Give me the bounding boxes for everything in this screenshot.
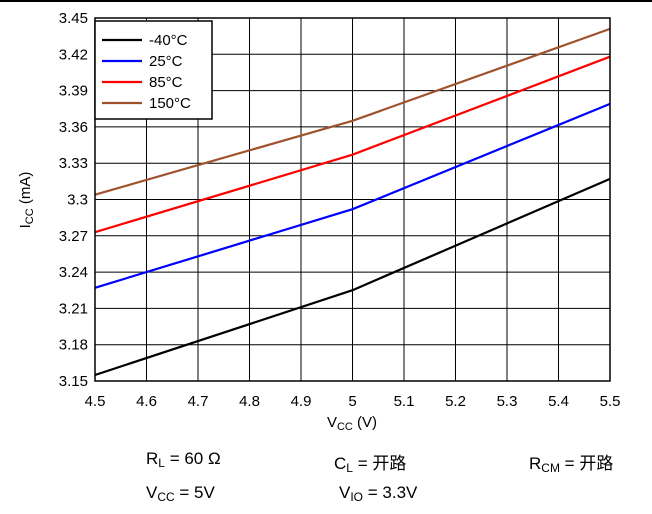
y-tick-label: 3.42 bbox=[59, 46, 88, 63]
x-tick-label: 5.2 bbox=[445, 393, 466, 410]
y-tick-label: 3.45 bbox=[59, 10, 88, 27]
condition-rcm: RCM = 开路 bbox=[529, 454, 614, 475]
y-tick-label: 3.33 bbox=[59, 155, 88, 172]
x-tick-label: 5.1 bbox=[394, 393, 415, 410]
legend-label: 25°C bbox=[149, 53, 183, 70]
y-tick-label: 3.24 bbox=[59, 264, 88, 281]
condition-vcc: VCC = 5V bbox=[146, 483, 215, 504]
series-line bbox=[94, 27, 611, 196]
x-tick-label: 4.8 bbox=[239, 393, 260, 410]
x-tick-label: 4.6 bbox=[136, 393, 157, 410]
x-tick-label: 5.4 bbox=[548, 393, 569, 410]
y-tick-label: 3.15 bbox=[59, 373, 88, 390]
condition-vio: VIO = 3.3V bbox=[339, 483, 418, 504]
x-tick-label: 5 bbox=[348, 393, 356, 410]
x-tick-labels: 4.5 4.6 4.7 4.8 4.9 5 5.1 5.2 5.3 5.4 5.5 bbox=[85, 393, 621, 410]
x-tick-label: 4.9 bbox=[291, 393, 312, 410]
condition-cl: CL = 开路 bbox=[334, 454, 407, 475]
y-tick-label: 3.3 bbox=[67, 192, 88, 209]
legend-label: 150°C bbox=[149, 95, 191, 112]
condition-rl: RL = 60 Ω bbox=[146, 449, 221, 470]
y-tick-label: 3.39 bbox=[59, 83, 88, 100]
series-lines bbox=[94, 27, 611, 377]
icc-vs-vcc-chart: 4.5 4.6 4.7 4.8 4.9 5 5.1 5.2 5.3 5.4 5.5 3.15 3.18… bbox=[17, 10, 621, 433]
series-line bbox=[94, 177, 611, 377]
plot-frame bbox=[94, 17, 611, 382]
legend-label: -40°C bbox=[149, 32, 188, 49]
x-tick-label: 4.7 bbox=[188, 393, 209, 410]
series-line bbox=[94, 102, 611, 289]
x-tick-label: 5.3 bbox=[497, 393, 518, 410]
y-tick-label: 3.21 bbox=[59, 300, 88, 317]
x-axis-label: VCC (V) bbox=[327, 414, 377, 433]
y-tick-label: 3.18 bbox=[59, 337, 88, 354]
legend: -40°C 25°C 85°C 150°C bbox=[94, 20, 213, 120]
y-tick-label: 3.27 bbox=[59, 228, 88, 245]
legend-label: 85°C bbox=[149, 74, 183, 91]
y-axis-label: ICC (mA) bbox=[17, 172, 36, 229]
y-tick-label: 3.36 bbox=[59, 119, 88, 136]
y-tick-labels: 3.15 3.18 3.21 3.24 3.27 3.3 3.33 3.36 3.39 3.42 3… bbox=[59, 10, 88, 390]
series-line bbox=[94, 55, 611, 234]
x-tick-label: 4.5 bbox=[85, 393, 106, 410]
x-tick-label: 5.5 bbox=[600, 393, 621, 410]
top-rule bbox=[0, 0, 652, 2]
